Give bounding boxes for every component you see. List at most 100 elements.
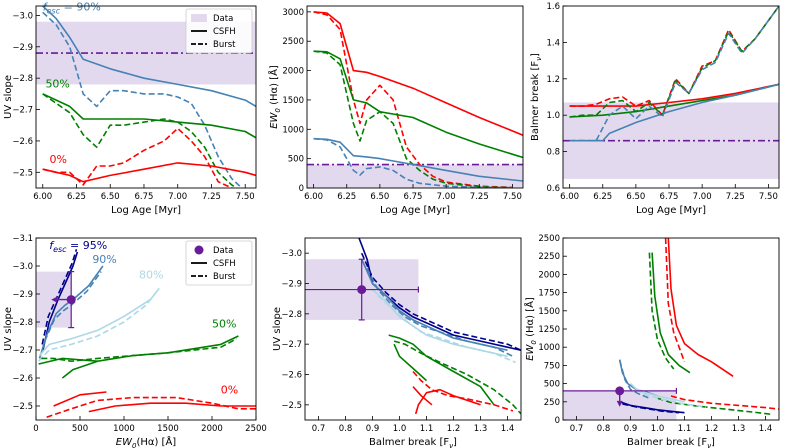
plot-area <box>563 238 779 420</box>
series-line-f0-csfh <box>667 238 734 377</box>
y-tick-label: −2.7 <box>12 106 33 116</box>
series-line-f0-csfh <box>88 402 256 413</box>
series-line-f90-burst <box>569 6 779 142</box>
x-tick-label: 1.1 <box>678 424 692 434</box>
x-tick-label: 1.0 <box>393 424 407 434</box>
y-tick-label: −2.8 <box>12 318 33 328</box>
x-tick-label: 0.8 <box>339 424 353 434</box>
x-tick-label: 6.00 <box>33 192 52 202</box>
data-point <box>615 386 625 396</box>
legend-data-marker <box>194 245 204 255</box>
x-tick-label: 1.3 <box>732 424 746 434</box>
x-axis-label: EW0(Hα) [Å] <box>116 435 177 448</box>
panel-balmer_vs_age: 6.00 6.25 6.50 6.75 7.00 7.25 7.50 0.6 0.8 1.0 1.2… <box>530 2 780 216</box>
legend-label-data: Data <box>213 246 233 256</box>
curve-label: fesc = 90% <box>43 1 101 16</box>
x-tick-label: 7.25 <box>202 192 221 202</box>
series-line-f0-burst <box>664 238 686 363</box>
x-tick-label: 6.75 <box>404 192 423 202</box>
y-tick-label: 1.0 <box>546 111 560 121</box>
series-line-f50-burst <box>313 50 513 188</box>
series-line-f0-burst <box>412 370 514 412</box>
series-line-f80-burst <box>377 295 516 364</box>
curve-label: 80% <box>139 269 163 282</box>
y-tick-label: −3.0 <box>281 249 302 259</box>
y-tick-label: 1750 <box>538 289 560 299</box>
x-tick-label: 1.2 <box>705 424 719 434</box>
curve-label: 50% <box>45 78 69 91</box>
series-line-f50-csfh <box>42 93 256 139</box>
x-tick-label: 0.7 <box>312 424 326 434</box>
x-tick-label: 7.50 <box>503 192 522 202</box>
y-axis-label: UV slope <box>3 307 14 351</box>
curve-label: fesc = 95% <box>49 239 107 254</box>
legend-label-burst: Burst <box>213 40 236 50</box>
series-line-f50-burst <box>569 6 779 118</box>
y-tick-label: 2000 <box>538 270 560 280</box>
series-line-f50-burst <box>42 93 238 188</box>
x-tick-label: 1.4 <box>759 424 773 434</box>
y-tick-label: 1500 <box>282 96 304 106</box>
curve-label: 90% <box>92 253 116 266</box>
y-tick-label: 3000 <box>282 8 304 18</box>
series-line-f90-burst <box>366 267 514 358</box>
y-tick-label: 1.6 <box>546 2 560 12</box>
y-tick-label: 1250 <box>538 325 560 335</box>
x-tick-label: 6.75 <box>135 192 154 202</box>
data-point <box>66 295 76 305</box>
x-tick-label: 7.00 <box>437 192 456 202</box>
y-tick-label: −2.9 <box>12 290 33 300</box>
series-line-f95-csfh <box>42 251 79 351</box>
series-line-f80-burst <box>635 388 707 408</box>
series-line-f0-csfh <box>569 83 779 107</box>
series-line-f50-csfh <box>651 252 691 374</box>
axes-frame <box>35 5 257 189</box>
series-line-f0-burst <box>42 127 234 188</box>
y-tick-label: −3.0 <box>12 262 33 272</box>
y-tick-label: 500 <box>288 155 304 165</box>
series-line-f50-csfh <box>393 343 428 382</box>
legend-data-swatch <box>191 14 207 22</box>
data-band <box>307 164 523 188</box>
plot-area <box>307 11 523 188</box>
plot-area <box>305 238 521 415</box>
series-line-f0-burst <box>313 11 513 188</box>
y-tick-label: −2.9 <box>281 280 302 290</box>
series-line-f0-burst <box>46 396 256 418</box>
x-axis-label: Balmer break [Fν] <box>627 437 715 448</box>
series-line-f95-burst <box>41 248 78 345</box>
series-line-f90-burst <box>38 271 102 359</box>
x-tick-label: 6.25 <box>67 192 86 202</box>
y-tick-label: −2.6 <box>12 374 33 384</box>
x-tick-label: 0.7 <box>570 424 584 434</box>
legend-label-csfh: CSFH <box>213 259 236 269</box>
series-line-f90-csfh <box>42 6 256 108</box>
y-tick-label: 0 <box>299 184 304 194</box>
x-tick-label: 0.9 <box>366 424 380 434</box>
legend-label-burst: Burst <box>213 272 236 282</box>
upper-limit-arrowhead <box>51 296 58 303</box>
series-line-f0-burst <box>670 395 779 410</box>
y-tick-label: 0.8 <box>546 148 560 158</box>
series-line-f50-csfh <box>388 334 495 406</box>
series-line-f80-burst <box>38 293 156 362</box>
x-tick-label: 6.75 <box>660 192 679 202</box>
y-axis-label: EW0 (Hα) [Å] <box>267 65 282 129</box>
panel-ew_vs_age: 6.00 6.25 6.50 6.75 7.00 7.25 7.50 0 500 1000 1500… <box>267 5 524 216</box>
x-tick-label: 6.50 <box>626 192 645 202</box>
y-tick-label: −2.7 <box>281 340 302 350</box>
series-line-f50-csfh <box>61 335 239 379</box>
y-tick-label: 1.4 <box>546 38 560 48</box>
x-tick-label: 1.4 <box>501 424 515 434</box>
y-axis-label: EW0 (Hα) [Å] <box>523 297 538 361</box>
series-line-f50-burst <box>41 338 237 363</box>
x-tick-label: 2000 <box>201 424 223 434</box>
series-line-f95-burst <box>622 403 680 414</box>
x-axis-label: Log Age [Myr] <box>111 205 181 216</box>
series-line-f50-csfh <box>38 357 98 365</box>
y-tick-label: −3.0 <box>12 11 33 21</box>
x-tick-label: 6.50 <box>101 192 120 202</box>
x-tick-label: 7.50 <box>759 192 778 202</box>
y-tick-label: 2500 <box>538 234 560 244</box>
curve-label: 50% <box>212 318 236 331</box>
